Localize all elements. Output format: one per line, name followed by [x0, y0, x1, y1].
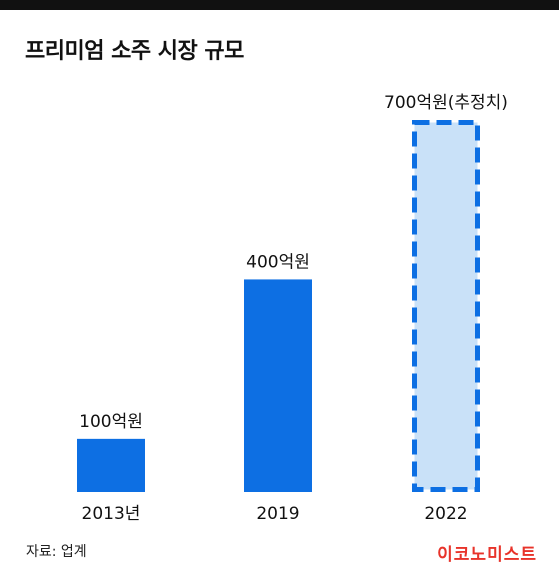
- bar-1: [244, 279, 312, 492]
- category-label-1: 2019: [256, 504, 299, 524]
- category-label-2: 2022: [424, 504, 467, 524]
- publisher-logo: 이코노미스트: [437, 545, 537, 565]
- chart-title: 프리미엄 소주 시장 규모: [25, 39, 244, 64]
- bar-value-label-2: 700억원(추정치): [384, 93, 508, 113]
- source-note: 자료: 업계: [26, 544, 87, 560]
- top-rule: [0, 0, 559, 10]
- bar-0: [77, 438, 145, 492]
- category-label-0: 2013년: [82, 504, 141, 524]
- bar-2: [412, 120, 480, 492]
- bar-value-label-0: 100억원: [79, 412, 143, 432]
- bar-value-label-1: 400억원: [246, 252, 310, 272]
